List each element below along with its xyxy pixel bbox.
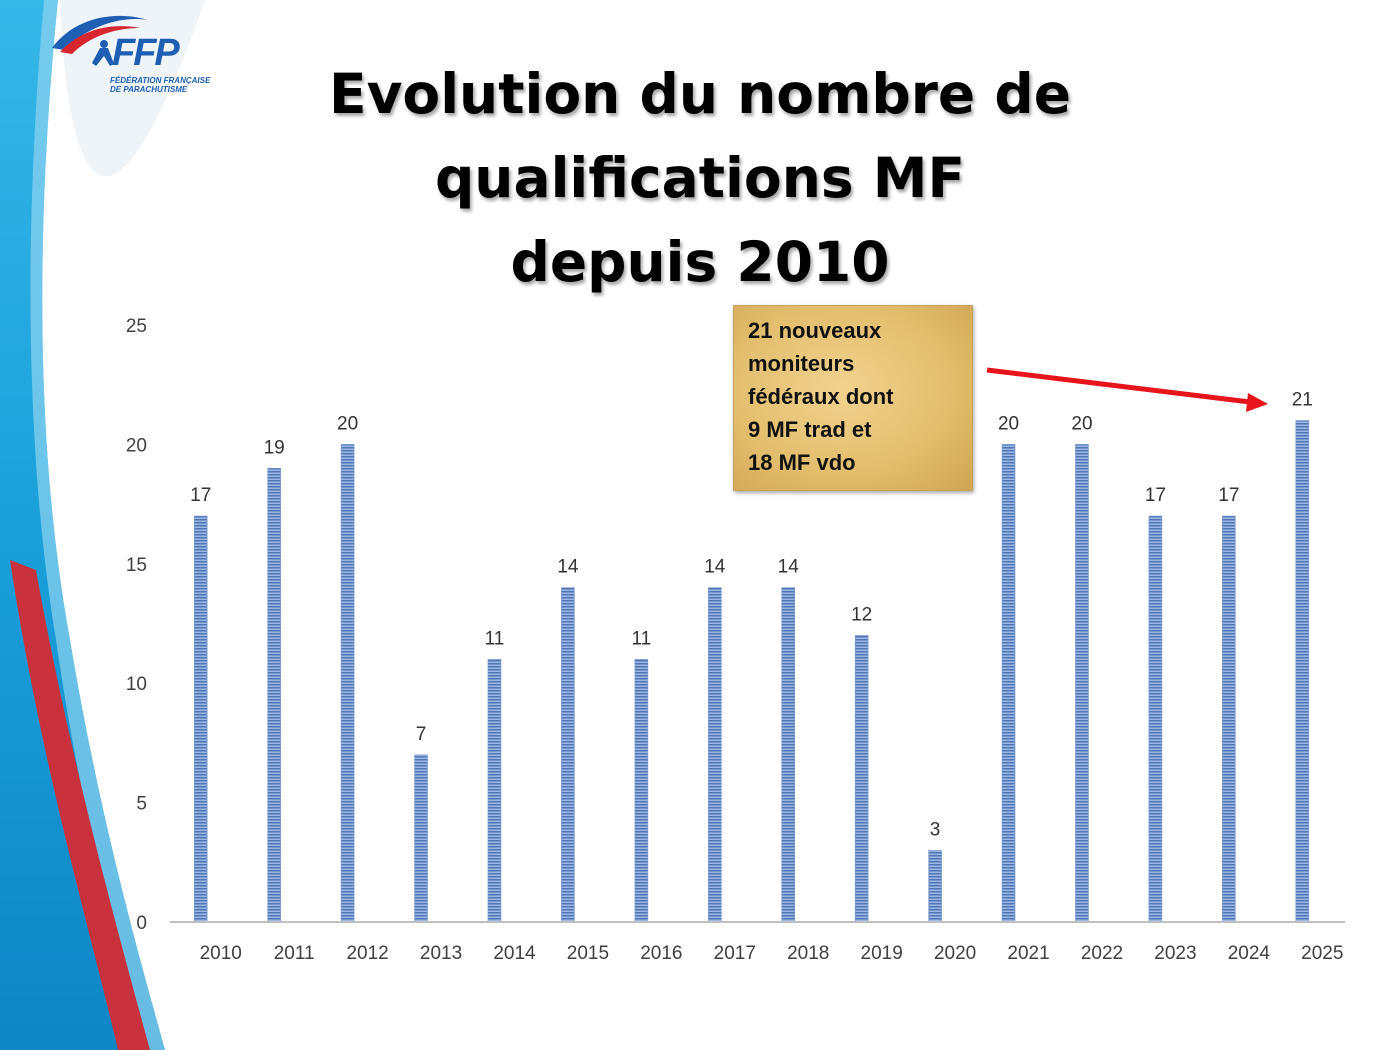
callout-line-4: 9 MF trad et — [748, 417, 872, 442]
bar-2024 — [1222, 515, 1236, 923]
bar-2016 — [634, 659, 649, 923]
x-tick-label-2017: 2017 — [714, 943, 756, 964]
logo-text: FFP — [112, 32, 180, 74]
y-tick-label: 25 — [126, 316, 147, 337]
x-tick-label-2021: 2021 — [1007, 943, 1049, 964]
x-tick-label-2013: 2013 — [420, 943, 462, 964]
x-tick-label-2025: 2025 — [1301, 943, 1343, 964]
data-label-2014: 11 — [485, 628, 505, 649]
bar-2014 — [487, 659, 502, 923]
bar-2021 — [1001, 444, 1016, 923]
bar-2011 — [267, 467, 281, 923]
y-tick-label: 20 — [126, 435, 147, 456]
data-label-2010: 17 — [190, 485, 211, 506]
bar-2017 — [707, 587, 722, 923]
data-label-2022: 20 — [1071, 413, 1092, 434]
annotation-callout: 21 nouveaux moniteurs fédéraux dont 9 MF… — [733, 305, 973, 491]
x-tick-label-2018: 2018 — [787, 943, 829, 964]
x-tick-label-2019: 2019 — [861, 943, 903, 964]
callout-line-3: fédéraux dont — [748, 384, 894, 409]
page-title: Evolution du nombre de qualifications MF… — [300, 52, 1100, 304]
data-label-2012: 20 — [337, 413, 358, 434]
bar-2015 — [561, 587, 575, 923]
x-tick-label-2024: 2024 — [1228, 943, 1271, 964]
bar-2023 — [1148, 515, 1163, 923]
data-label-2016: 11 — [631, 628, 651, 649]
bar-2020 — [928, 850, 942, 923]
data-label-2017: 14 — [704, 557, 726, 578]
data-label-2025: 21 — [1292, 390, 1313, 411]
bar-2025 — [1295, 420, 1310, 923]
x-tick-label-2016: 2016 — [640, 943, 682, 964]
x-tick-label-2010: 2010 — [200, 943, 242, 964]
x-tick-label-2015: 2015 — [567, 943, 609, 964]
y-tick-label: 15 — [126, 555, 147, 576]
data-label-2018: 14 — [778, 557, 800, 578]
title-line-2: qualifications MF — [434, 146, 966, 210]
x-tick-label-2012: 2012 — [346, 943, 388, 964]
data-label-2020: 3 — [930, 819, 941, 840]
x-tick-label-2023: 2023 — [1154, 943, 1196, 964]
bar-2022 — [1075, 444, 1089, 923]
bar-2018 — [781, 587, 796, 923]
y-tick-label: 0 — [136, 913, 147, 934]
bar-2012 — [340, 444, 355, 923]
logo-subtitle-line1: FÉDÉRATION FRANÇAISE — [110, 76, 211, 85]
data-label-2011: 19 — [264, 437, 285, 458]
callout-line-2: moniteurs — [748, 351, 855, 376]
callout-arrow — [986, 367, 1268, 412]
data-label-2021: 20 — [998, 413, 1019, 434]
title-line-3: depuis 2010 — [510, 230, 890, 294]
x-tick-label-2022: 2022 — [1081, 943, 1123, 964]
bar-2013 — [414, 754, 428, 923]
x-tick-label-2011: 2011 — [274, 943, 315, 964]
data-label-2015: 14 — [557, 557, 579, 578]
y-tick-label: 10 — [126, 674, 147, 695]
data-label-2023: 17 — [1145, 485, 1166, 506]
bar-2019 — [854, 635, 869, 923]
logo-subtitle-line2: DE PARACHUTISME — [110, 85, 188, 94]
x-tick-label-2014: 2014 — [493, 943, 536, 964]
ffp-logo — [44, 8, 204, 100]
parachutist-icon — [52, 15, 148, 66]
data-label-2013: 7 — [416, 724, 427, 745]
data-label-2019: 12 — [851, 604, 872, 625]
y-tick-label: 5 — [136, 794, 147, 815]
title-line-1: Evolution du nombre de — [329, 62, 1071, 126]
bar-2010 — [193, 515, 208, 923]
callout-line-1: 21 nouveaux — [748, 318, 882, 343]
x-tick-label-2020: 2020 — [934, 943, 976, 964]
callout-line-5: 18 MF vdo — [748, 450, 856, 475]
data-label-2024: 17 — [1218, 485, 1239, 506]
